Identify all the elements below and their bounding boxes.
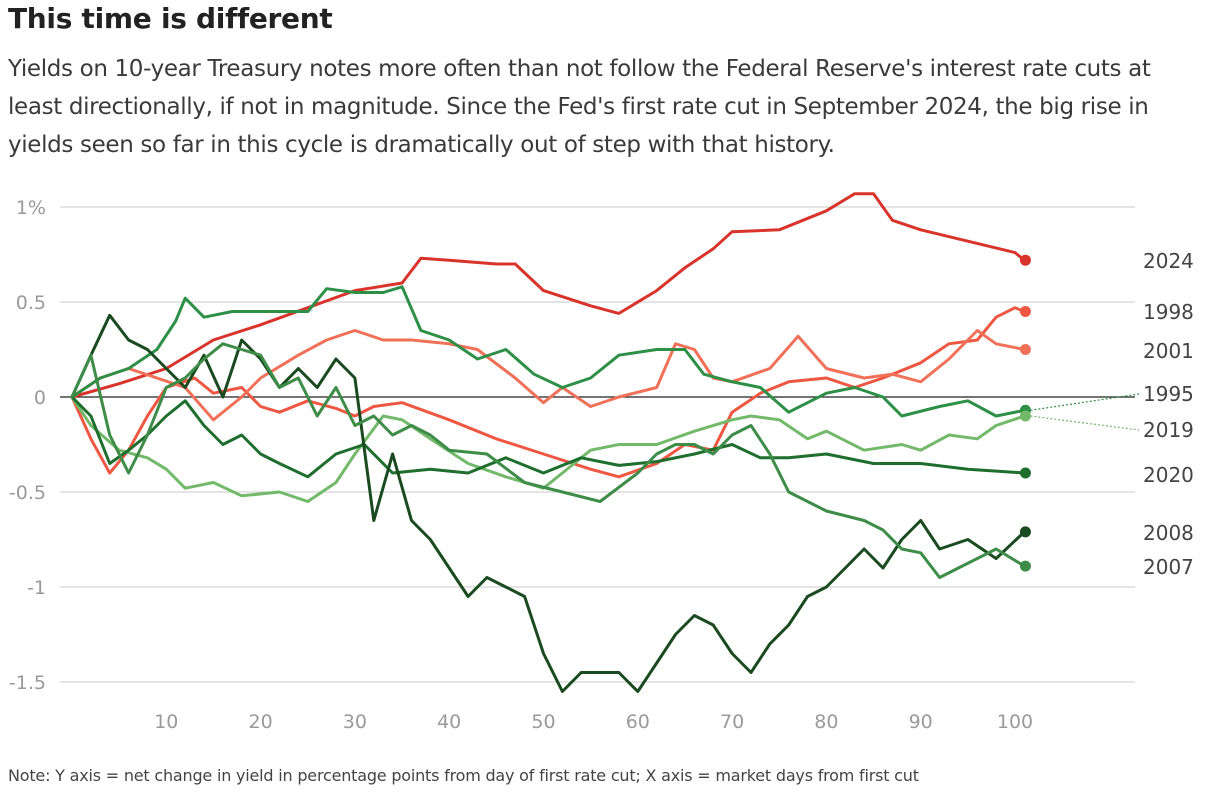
series-label-2001: 2001 [1143,339,1194,363]
series-line-1995 [70,285,1026,418]
end-marker-2007 [1019,560,1031,572]
x-tick-label: 10 [154,711,178,733]
series-label-2007: 2007 [1143,555,1194,579]
series-label-1998: 1998 [1143,300,1194,324]
label-leader-2019 [1030,415,1140,431]
chart-note: Note: Y axis = net change in yield in pe… [8,766,919,785]
series-end-markers [1019,254,1140,572]
x-tick-label: 30 [343,711,367,733]
end-marker-2019 [1019,410,1031,422]
y-tick-label: 0.5 [16,292,46,314]
chart-title: This time is different [8,2,333,35]
y-axis-ticks: 1% 0.5 0 -0.5 -1 -1.5 [9,197,46,694]
x-tick-label: 70 [720,711,744,733]
gridlines [60,206,1135,683]
y-tick-label: 0 [34,387,46,409]
y-tick-label: -0.5 [9,482,46,504]
series-line-2007 [70,342,1026,579]
x-axis-ticks: 10 20 30 40 50 60 70 80 90 100 [154,711,1033,733]
x-tick-label: 50 [531,711,555,733]
y-tick-label: -1 [27,577,46,599]
series-label-2019: 2019 [1143,418,1194,442]
series-line-2020 [70,395,1026,479]
series-label-2020: 2020 [1143,463,1194,487]
series-lines [70,192,1026,693]
end-marker-2008 [1019,526,1031,538]
x-tick-label: 100 [997,711,1033,733]
x-tick-label: 90 [909,711,933,733]
series-line-2008 [70,313,1026,693]
series-label-2024: 2024 [1143,249,1194,273]
series-label-1995: 1995 [1143,382,1194,406]
x-tick-label: 20 [249,711,273,733]
end-marker-2001 [1019,344,1031,355]
end-marker-1998 [1019,306,1031,317]
x-tick-label: 60 [626,711,650,733]
x-tick-label: 80 [814,711,838,733]
end-marker-2024 [1019,254,1031,266]
y-tick-label: 1% [16,197,46,219]
series-line-2024 [70,192,1026,399]
end-marker-2020 [1019,467,1031,479]
series-label-2008: 2008 [1143,521,1194,545]
series-line-1998 [70,306,1026,479]
series-labels: 2024 1998 2001 1995 2019 2020 2008 2007 [1143,249,1194,579]
series-line-2019 [70,395,1026,503]
series-line-2001 [70,329,1026,422]
y-tick-label: -1.5 [9,672,46,694]
chart-subtitle: Yields on 10-year Treasury notes more of… [8,56,1151,158]
x-tick-label: 40 [437,711,461,733]
